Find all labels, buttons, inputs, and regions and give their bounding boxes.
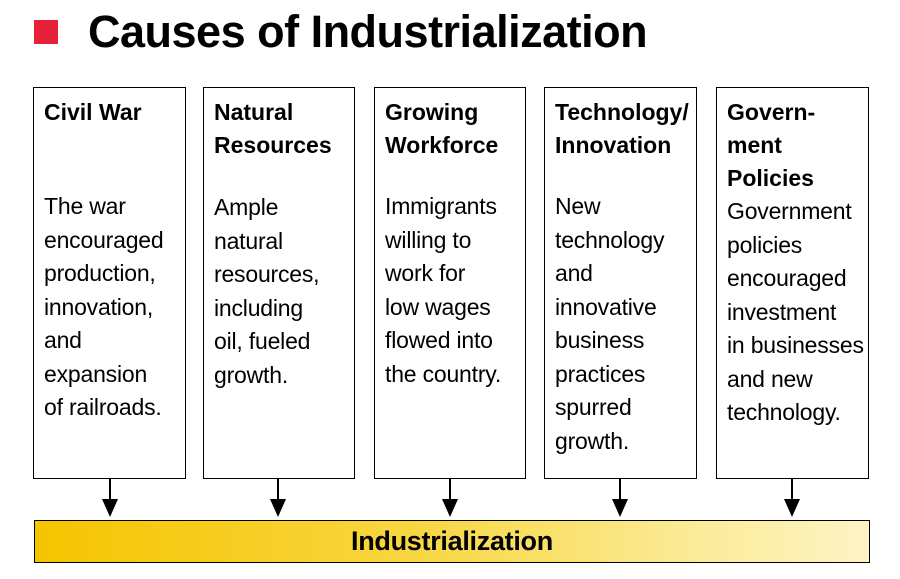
cause-description: The war encouraged production, innovatio… [44, 193, 164, 420]
cause-heading: Technology/ Innovation [555, 99, 689, 158]
result-bar: Industrialization [34, 520, 870, 563]
cause-heading: Growing Workforce [385, 99, 499, 158]
title-bullet-square [34, 20, 58, 44]
arrow-down-icon [102, 479, 118, 517]
arrow-down-icon [442, 479, 458, 517]
arrow-down-icon [270, 479, 286, 517]
cause-box-government-policies: Govern- ment Policies Government policie… [716, 87, 869, 479]
cause-box-natural-resources: Natural Resources Ample natural resource… [203, 87, 355, 479]
cause-heading: Govern- ment Policies [727, 99, 816, 191]
diagram-title: Causes of Industrialization [88, 6, 648, 57]
cause-description: New technology and innovative business p… [555, 193, 665, 454]
cause-box-growing-workforce: Growing Workforce Immigrants willing to … [374, 87, 526, 479]
cause-description: Government policies encouraged investmen… [727, 198, 864, 425]
arrow-down-icon [784, 479, 800, 517]
result-label: Industrialization [351, 526, 553, 556]
cause-box-civil-war: Civil War The war encouraged production,… [33, 87, 186, 479]
cause-box-technology-innovation: Technology/ Innovation New technology an… [544, 87, 697, 479]
cause-description: Immigrants willing to work for low wages… [385, 193, 502, 387]
cause-description: Ample natural resources, including oil, … [214, 194, 320, 388]
cause-heading: Civil War [44, 99, 142, 125]
cause-heading: Natural Resources [214, 99, 332, 158]
arrow-down-icon [612, 479, 628, 517]
